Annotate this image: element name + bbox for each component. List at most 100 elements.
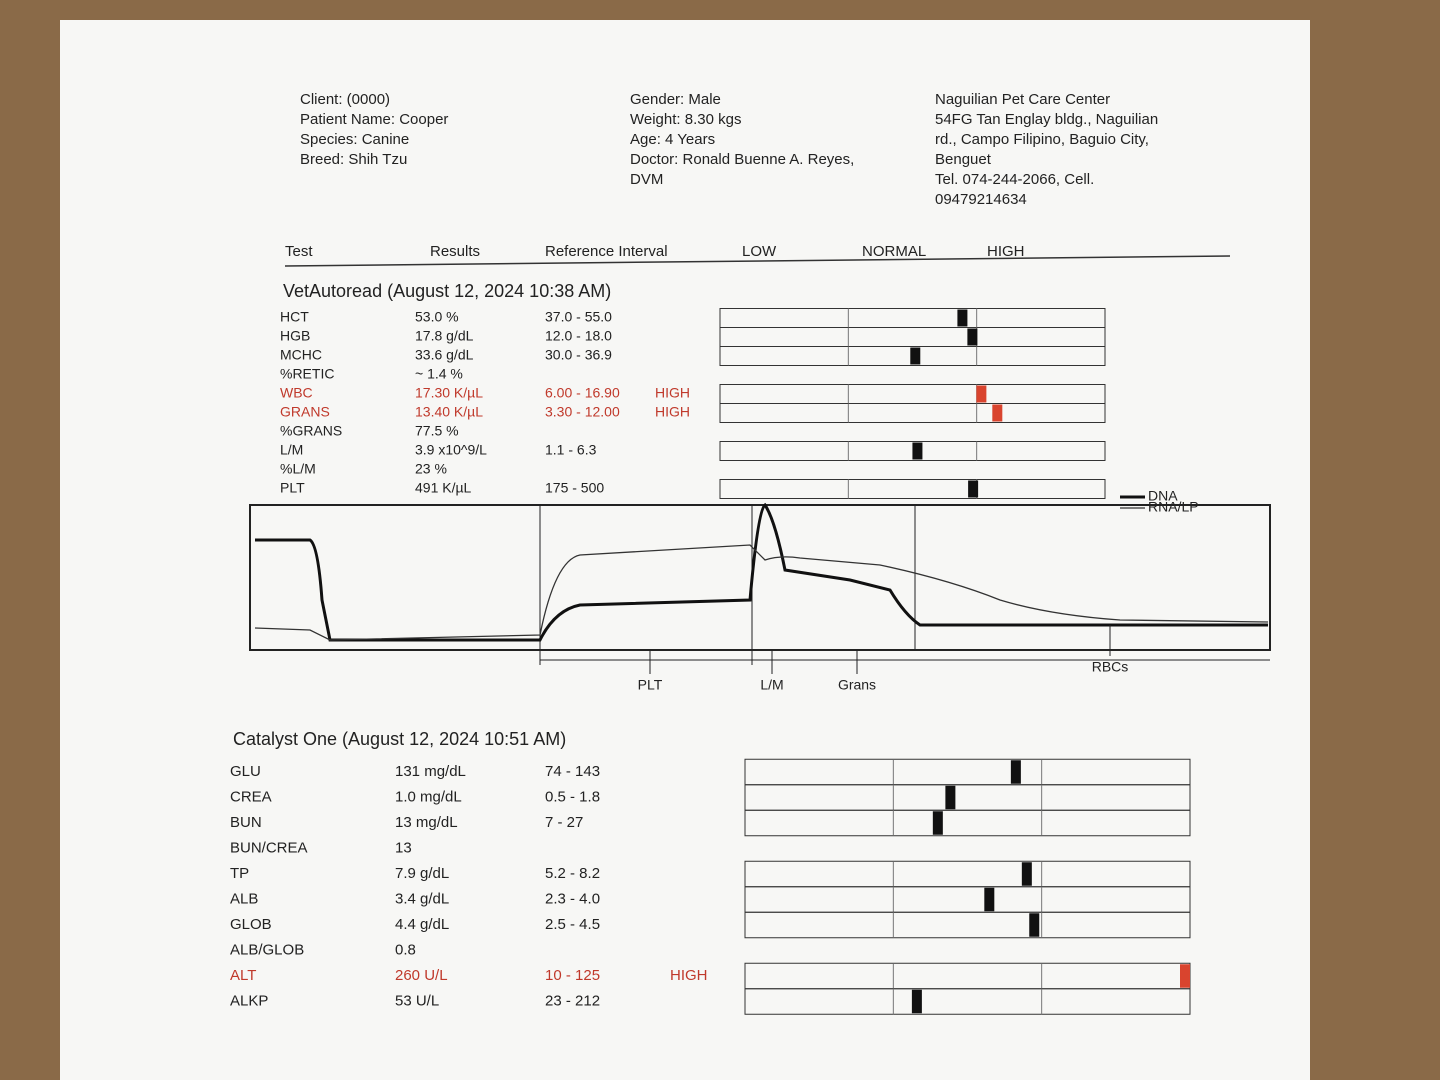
graph-label: RBCs [1092,659,1129,675]
test-result: 17.8 g/dL [415,328,474,344]
header-line: Naguilian Pet Care Center [935,91,1110,108]
result-marker [967,328,978,346]
test-result: 23 % [415,461,447,477]
result-marker [1029,913,1040,937]
result-marker [910,347,921,365]
header-line: Patient Name: Cooper [300,111,448,128]
paper [60,20,1310,1080]
result-marker [1180,964,1190,988]
test-result: 260 U/L [395,967,448,984]
legend-label: DNA [1148,488,1178,504]
test-result: 3.4 g/dL [395,890,449,907]
reference-interval: 10 - 125 [545,967,600,984]
flag: HIGH [670,967,708,984]
graph-label: PLT [638,677,663,693]
test-result: 0.8 [395,941,416,958]
reference-interval: 3.30 - 12.00 [545,404,620,420]
column-header: NORMAL [862,243,926,260]
reference-interval: 2.5 - 4.5 [545,916,600,933]
test-result: 53.0 % [415,309,459,325]
header-line: rd., Campo Filipino, Baguio City, [935,131,1149,148]
header-line: 54FG Tan Englay bldg., Naguilian [935,111,1158,128]
test-name: ALKP [230,992,268,1009]
result-marker [912,442,923,460]
test-name: ALT [230,967,256,984]
test-name: MCHC [280,347,322,363]
header-line: Species: Canine [300,131,409,148]
reference-interval: 7 - 27 [545,814,583,831]
reference-interval: 23 - 212 [545,992,600,1009]
test-result: 4.4 g/dL [395,916,449,933]
reference-interval: 37.0 - 55.0 [545,309,612,325]
test-result: 13.40 K/µL [415,404,483,420]
header-line: Breed: Shih Tzu [300,151,407,168]
reference-interval: 30.0 - 36.9 [545,347,612,363]
reference-interval: 0.5 - 1.8 [545,788,600,805]
range-bar [719,346,1106,366]
test-name: %RETIC [280,366,334,382]
rna-curve [254,544,1269,641]
column-header: LOW [742,243,777,260]
test-result: 3.9 x10^9/L [415,442,487,458]
test-name: PLT [280,480,305,496]
histogram [249,495,1271,665]
header-line: 09479214634 [935,191,1027,208]
range-bar [719,441,1106,461]
test-name: L/M [280,442,303,458]
test-name: WBC [280,385,313,401]
result-marker [957,309,968,327]
test-result: 131 mg/dL [395,763,466,780]
header-line: Benguet [935,151,992,168]
section-title: VetAutoread (August 12, 2024 10:38 AM) [283,281,611,301]
reference-interval: 5.2 - 8.2 [545,865,600,882]
test-result: 491 K/µL [415,480,472,496]
reference-interval: 1.1 - 6.3 [545,442,597,458]
reference-interval: 12.0 - 18.0 [545,328,612,344]
test-result: 13 [395,839,412,856]
test-result: 17.30 K/µL [415,385,483,401]
test-result: 77.5 % [415,423,459,439]
range-bar [719,479,1106,499]
result-marker [1010,760,1021,784]
range-bar [744,911,1191,939]
reference-interval: 2.3 - 4.0 [545,890,600,907]
result-marker [932,811,943,835]
test-name: GLOB [230,916,272,933]
test-name: TP [230,865,249,882]
result-marker [1021,862,1032,886]
header-line: Gender: Male [630,91,721,108]
test-name: GLU [230,763,261,780]
header-line: Weight: 8.30 kgs [630,111,741,128]
graph-frame [249,504,1271,651]
column-header: Test [285,243,313,260]
header-line: Age: 4 Years [630,131,715,148]
graph-label: L/M [760,677,783,693]
test-result: 1.0 mg/dL [395,788,462,805]
test-result: 33.6 g/dL [415,347,474,363]
result-marker [911,989,922,1014]
test-name: HGB [280,328,310,344]
reference-interval: 6.00 - 16.90 [545,385,620,401]
test-name: HCT [280,309,309,325]
test-name: %L/M [280,461,316,477]
range-bar [744,988,1191,1015]
test-result: 7.9 g/dL [395,865,449,882]
test-name: BUN [230,814,262,831]
header-line: Tel. 074-244-2066, Cell. [935,171,1094,188]
column-header: HIGH [987,243,1025,260]
result-marker [968,480,979,498]
test-name: BUN/CREA [230,839,308,856]
result-marker [984,887,995,912]
result-marker [992,404,1003,422]
test-result: 53 U/L [395,992,439,1009]
reference-interval: 74 - 143 [545,763,600,780]
test-name: %GRANS [280,423,342,439]
test-name: GRANS [280,404,330,420]
dna-curve [255,502,1268,642]
header-line: Client: (0000) [300,91,390,108]
test-name: ALB/GLOB [230,941,304,958]
section-title: Catalyst One (August 12, 2024 10:51 AM) [233,729,566,749]
header-rule [284,255,1231,267]
